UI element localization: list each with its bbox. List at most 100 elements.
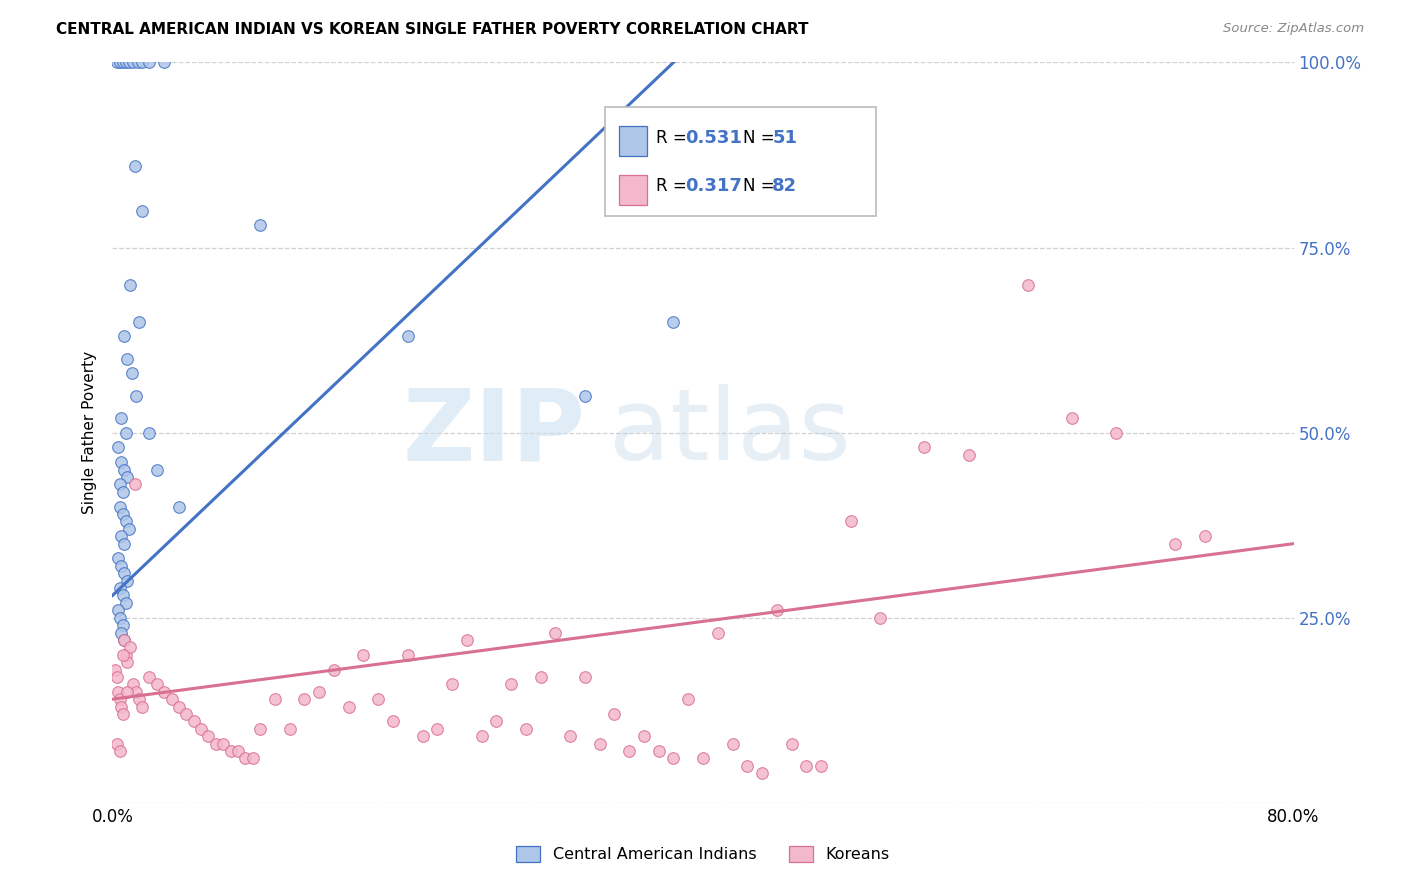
Point <box>337 699 360 714</box>
Text: Source: ZipAtlas.com: Source: ZipAtlas.com <box>1223 22 1364 36</box>
Point <box>105 737 128 751</box>
Point <box>110 455 132 469</box>
Point <box>111 618 134 632</box>
Point <box>914 441 936 455</box>
Text: CENTRAL AMERICAN INDIAN VS KOREAN SINGLE FATHER POVERTY CORRELATION CHART: CENTRAL AMERICAN INDIAN VS KOREAN SINGLE… <box>56 22 808 37</box>
Point <box>183 714 205 729</box>
Point <box>104 663 127 677</box>
Point <box>396 329 419 343</box>
Point <box>105 55 128 70</box>
Point <box>574 670 596 684</box>
Point <box>529 670 551 684</box>
Point <box>1062 410 1084 425</box>
Point <box>121 367 143 381</box>
Point <box>441 677 464 691</box>
Point <box>352 648 374 662</box>
Point <box>114 425 136 440</box>
Point <box>118 55 141 70</box>
Point <box>190 722 212 736</box>
Point <box>108 55 131 70</box>
Point <box>117 470 138 484</box>
Point <box>869 610 891 624</box>
Point <box>1164 536 1187 550</box>
Point <box>647 744 671 758</box>
Point <box>112 632 135 647</box>
Point <box>118 522 141 536</box>
Point <box>146 462 169 476</box>
Point <box>574 388 596 402</box>
Point <box>619 744 641 758</box>
Point <box>174 706 197 721</box>
Point <box>308 685 330 699</box>
Text: 51: 51 <box>772 128 797 147</box>
Point <box>242 751 264 765</box>
Point <box>839 515 862 529</box>
Text: 82: 82 <box>772 177 797 194</box>
Point <box>633 729 655 743</box>
Point <box>396 648 419 662</box>
Point <box>485 714 508 729</box>
Point <box>110 699 132 714</box>
Point <box>125 685 148 699</box>
Point <box>124 477 146 491</box>
Point <box>1194 529 1216 543</box>
Point <box>111 55 134 70</box>
Point <box>122 55 145 70</box>
Point <box>233 751 256 765</box>
Point <box>120 277 142 292</box>
Text: 0.317: 0.317 <box>685 177 742 194</box>
Point <box>323 663 346 677</box>
Point <box>105 670 128 684</box>
Point <box>110 529 132 543</box>
Point <box>292 692 315 706</box>
Point <box>111 706 134 721</box>
Point <box>138 55 160 70</box>
Text: R =: R = <box>655 177 692 194</box>
Point <box>544 625 567 640</box>
Point <box>264 692 287 706</box>
Point <box>146 677 169 691</box>
Point <box>131 203 153 218</box>
Text: R =: R = <box>655 128 692 147</box>
Point <box>138 670 160 684</box>
Point <box>957 448 980 462</box>
Text: 0.531: 0.531 <box>685 128 742 147</box>
Point <box>112 462 135 476</box>
Point <box>117 351 138 366</box>
Point <box>107 551 129 566</box>
Point <box>131 699 153 714</box>
Point <box>111 589 134 603</box>
Point <box>219 744 242 758</box>
Point <box>110 558 132 573</box>
Point <box>127 55 149 70</box>
Text: N =: N = <box>742 128 780 147</box>
Point <box>737 758 759 772</box>
Point <box>107 441 129 455</box>
Point <box>131 55 153 70</box>
Point <box>721 737 744 751</box>
Point <box>456 632 478 647</box>
Point <box>780 737 803 751</box>
Point <box>796 758 818 772</box>
Point <box>367 692 389 706</box>
Point <box>678 692 700 706</box>
Point <box>470 729 494 743</box>
Point <box>108 744 131 758</box>
Legend: Central American Indians, Koreans: Central American Indians, Koreans <box>510 839 896 869</box>
Point <box>766 603 789 617</box>
Point <box>107 685 129 699</box>
Point <box>412 729 434 743</box>
Point <box>226 744 249 758</box>
Point <box>122 677 145 691</box>
Point <box>117 574 138 588</box>
Point <box>117 655 138 669</box>
Point <box>108 610 131 624</box>
Point <box>662 751 685 765</box>
Point <box>751 766 773 780</box>
Point <box>128 314 150 328</box>
Point <box>588 737 610 751</box>
Text: N =: N = <box>742 177 780 194</box>
Point <box>138 425 160 440</box>
Text: ZIP: ZIP <box>402 384 585 481</box>
Point <box>114 648 136 662</box>
